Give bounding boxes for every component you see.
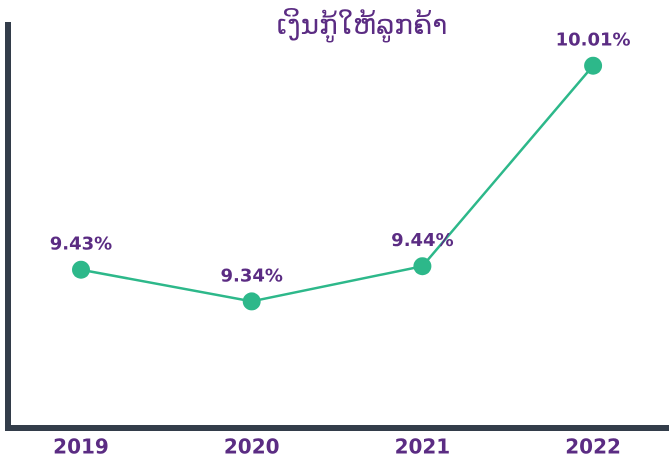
- x-tick-label: 2022: [565, 435, 621, 459]
- data-label: 9.44%: [391, 230, 453, 251]
- chart-title: ເງິນກູ້ໃຫ້ລູກຄ້າ: [277, 7, 448, 43]
- point: [72, 260, 90, 279]
- data-label: 9.43%: [50, 234, 112, 255]
- point: [584, 56, 603, 75]
- line: [80, 64, 595, 303]
- x-tick-label: 2020: [224, 435, 280, 459]
- point: [413, 257, 432, 276]
- data-label: 10.01%: [556, 30, 631, 51]
- point: [242, 292, 261, 311]
- data-label: 9.34%: [220, 265, 282, 286]
- x-tick-label: 2021: [395, 435, 451, 459]
- x-tick-label: 2019: [53, 435, 109, 459]
